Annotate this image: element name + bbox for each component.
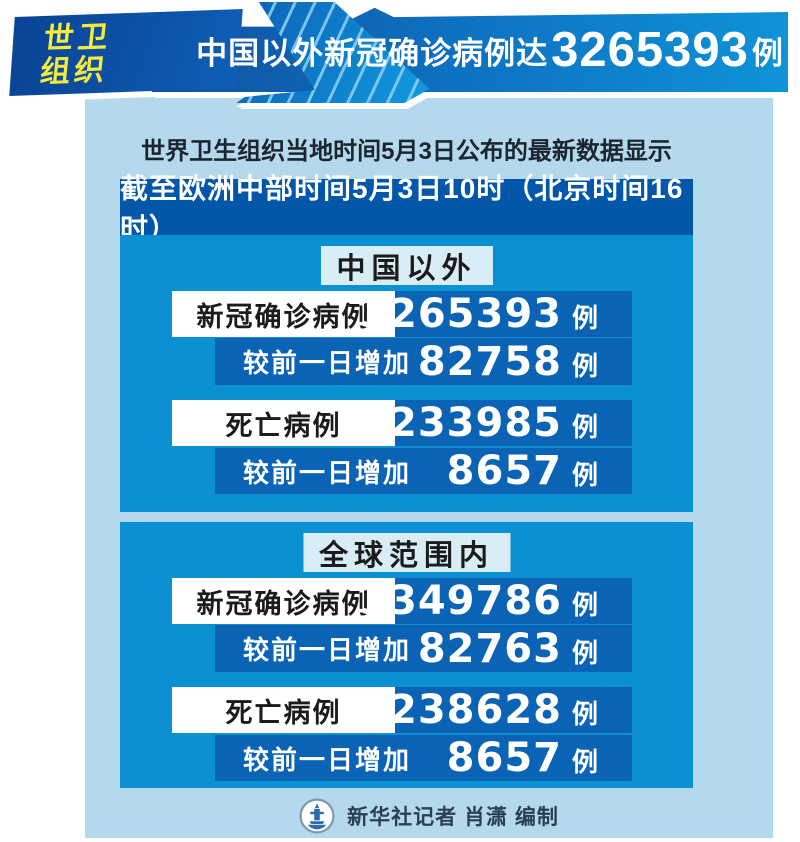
stat-unit: 例	[571, 747, 598, 777]
stat-value: 233985	[388, 400, 562, 446]
intro-text: 世界卫生组织当地时间5月3日公布的最新数据显示	[141, 138, 672, 165]
stat-label: 死亡病例	[172, 400, 395, 446]
stat-row: 新冠确诊病例 3265393 例	[120, 291, 693, 337]
stat-value-strip: 233985 例	[389, 400, 632, 446]
stat-value: 8657	[446, 735, 562, 781]
asof-bar: 截至欧洲中部时间5月3日10时（北京时间16时）	[120, 173, 693, 244]
stat-label: 较前一日增加	[243, 635, 412, 665]
xinhua-logo-icon	[299, 798, 335, 834]
stat-unit: 例	[571, 303, 598, 333]
stat-value-strip: 3349786 例	[360, 578, 632, 624]
footer-credit: 新华社记者 肖潇 编制	[347, 806, 559, 829]
stat-label: 较前一日增加	[243, 348, 412, 378]
stat-row: 较前一日增加 82758 例	[120, 338, 693, 385]
who-badge-text: 世卫 组织	[9, 20, 114, 90]
stat-row: 较前一日增加 8657 例	[120, 735, 693, 781]
panel-global: 全球范围内 新冠确诊病例 3349786 例 较前一日增加 82763 例 死亡病例…	[120, 522, 693, 788]
stat-value-group: 8657 例	[447, 448, 598, 494]
stat-value: 82763	[417, 625, 562, 672]
footer: 新华社记者 肖潇 编制	[85, 794, 773, 838]
title-suffix: 例	[751, 35, 784, 71]
stat-strip: 较前一日增加 8657 例	[215, 448, 632, 494]
title-number: 3265393	[551, 23, 749, 77]
panel-outside-china: 中国以外 新冠确诊病例 3265393 例 较前一日增加 82758 例 死亡病例 …	[120, 235, 693, 512]
stat-value-strip: 238628 例	[389, 687, 632, 733]
stat-unit: 例	[571, 637, 598, 668]
stat-row: 新冠确诊病例 3349786 例	[120, 578, 693, 624]
stat-strip: 较前一日增加 82758 例	[215, 338, 632, 385]
header-banner: 世卫 组织 中国以外新冠确诊病例达 3265393 例	[0, 0, 800, 110]
stat-strip: 较前一日增加 8657 例	[215, 735, 632, 781]
stat-label: 新冠确诊病例	[172, 578, 395, 624]
section-badge: 中国以外	[320, 246, 493, 285]
stat-value: 238628	[388, 687, 562, 733]
stat-value-group: 3349786 例	[360, 578, 598, 624]
stat-value-group: 238628 例	[389, 687, 598, 733]
stat-value: 3265393	[360, 291, 562, 337]
stat-label: 较前一日增加	[243, 457, 412, 488]
stat-value-group: 82763 例	[418, 626, 598, 672]
stat-strip: 较前一日增加 82763 例	[215, 625, 632, 672]
stat-value: 3349786	[360, 578, 562, 624]
stat-value-strip: 3265393 例	[360, 291, 632, 337]
stat-value-group: 233985 例	[389, 400, 598, 446]
stat-row: 死亡病例 233985 例	[120, 400, 693, 446]
stat-value-group: 82758 例	[418, 339, 598, 385]
stat-label: 较前一日增加	[243, 744, 412, 775]
stat-unit: 例	[571, 350, 598, 381]
stat-unit: 例	[571, 699, 598, 729]
section-badge: 全球范围内	[302, 533, 511, 572]
who-badge-line1: 世卫	[42, 20, 114, 56]
title-prefix: 中国以外新冠确诊病例达	[196, 35, 549, 71]
stat-label: 新冠确诊病例	[172, 291, 395, 337]
stat-unit: 例	[571, 460, 598, 490]
stat-value-group: 8657 例	[447, 735, 598, 781]
stat-row: 较前一日增加 82763 例	[120, 625, 693, 672]
stat-value: 82758	[417, 338, 562, 385]
page-title: 中国以外新冠确诊病例达 3265393 例	[196, 14, 784, 86]
stat-unit: 例	[571, 412, 598, 442]
who-badge-line2: 组织	[38, 53, 111, 89]
stat-value: 8657	[446, 448, 562, 494]
stat-row: 较前一日增加 8657 例	[120, 448, 693, 494]
stat-unit: 例	[571, 590, 598, 620]
stat-value-group: 3265393 例	[360, 291, 598, 337]
stat-row: 死亡病例 238628 例	[120, 687, 693, 733]
stat-label: 死亡病例	[172, 687, 395, 733]
